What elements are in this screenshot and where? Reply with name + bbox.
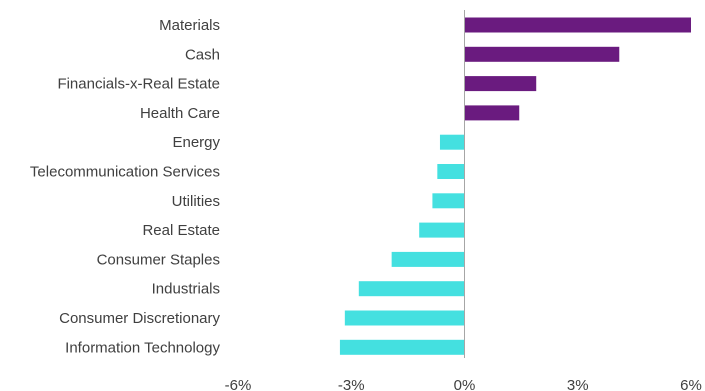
bar-real-estate <box>419 222 465 238</box>
bar-financials-x-real-estate <box>464 76 537 92</box>
category-labels: Materials Cash Financials-x-Real Estate Hea… <box>30 17 221 356</box>
x-tick-label: -3% <box>338 377 365 391</box>
category-label: Real Estate <box>142 222 220 239</box>
bar-materials <box>464 17 691 33</box>
bar-cash <box>464 46 620 62</box>
category-label: Financials-x-Real Estate <box>57 76 220 93</box>
category-label: Utilities <box>172 193 220 210</box>
bar-health-care <box>464 105 520 121</box>
category-label: Health Care <box>140 105 220 122</box>
bars <box>339 17 691 355</box>
bar-energy <box>439 134 465 150</box>
bar-telecommunication-services <box>437 164 465 179</box>
category-label: Consumer Discretionary <box>59 310 220 327</box>
x-tick-label: 6% <box>680 377 702 391</box>
category-label: Materials <box>159 17 220 34</box>
category-label: Industrials <box>152 281 220 298</box>
category-label: Consumer Staples <box>97 251 220 268</box>
bar-information-technology <box>339 339 465 355</box>
bar-consumer-staples <box>391 251 465 267</box>
category-label: Energy <box>172 134 220 151</box>
x-tick-labels: -6% -3% 0% 3% 6% <box>225 377 702 391</box>
category-label: Telecommunication Services <box>30 164 220 181</box>
bar-consumer-discretionary <box>344 310 465 326</box>
category-label: Information Technology <box>65 339 220 356</box>
category-label: Cash <box>185 46 220 63</box>
x-tick-label: -6% <box>225 377 252 391</box>
x-tick-label: 3% <box>567 377 589 391</box>
x-tick-label: 0% <box>454 377 476 391</box>
bar-utilities <box>432 193 465 209</box>
bar-industrials <box>358 281 465 297</box>
